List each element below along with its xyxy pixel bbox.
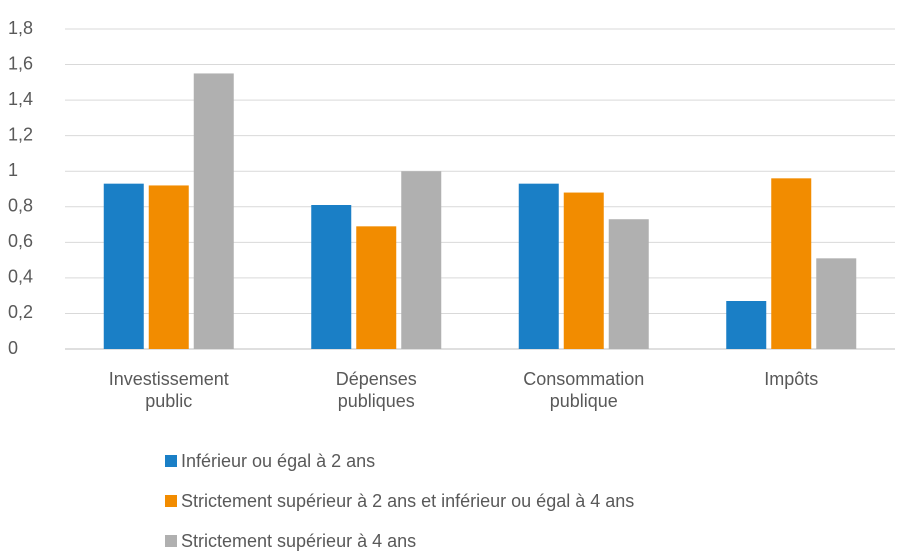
bar: [356, 226, 397, 349]
bar: [148, 185, 189, 349]
bar: [816, 258, 857, 349]
bar: [608, 219, 649, 349]
x-tick-label: Investissement public: [108, 369, 229, 411]
y-tick-label: 1: [8, 160, 18, 180]
y-tick-label: 1,6: [8, 53, 33, 73]
legend-label: Strictement supérieur à 2 ans et inférie…: [181, 490, 635, 511]
bar: [193, 73, 234, 349]
legend-swatch: [165, 455, 177, 467]
y-tick-label: 0,2: [8, 302, 33, 322]
y-tick-label: 1,4: [8, 89, 33, 109]
y-tick-label: 1,8: [8, 18, 33, 38]
bar: [103, 183, 144, 349]
bar: [771, 178, 812, 349]
bar: [401, 171, 442, 349]
legend-label: Strictement supérieur à 4 ans: [181, 530, 417, 551]
x-tick-label: Impôts: [764, 369, 819, 389]
bar: [311, 205, 352, 349]
x-tick-label: Dépenses publiques: [335, 369, 417, 411]
legend-item: Strictement supérieur à 4 ans: [165, 530, 416, 552]
y-tick-label: 0,8: [8, 196, 33, 216]
bar: [726, 301, 767, 349]
bar: [563, 192, 604, 349]
bar: [518, 183, 559, 349]
legend-item: Inférieur ou égal à 2 ans: [165, 450, 375, 472]
y-tick-label: 1,2: [8, 124, 33, 144]
legend-item: Strictement supérieur à 2 ans et inférie…: [165, 490, 634, 512]
legend-swatch: [165, 535, 177, 547]
y-tick-label: 0,4: [8, 267, 33, 287]
y-tick-label: 0,6: [8, 231, 33, 251]
x-tick-label: Consommation publique: [523, 369, 645, 411]
y-tick-label: 0: [8, 338, 18, 358]
legend-label: Inférieur ou égal à 2 ans: [181, 450, 376, 471]
legend-swatch: [165, 495, 177, 507]
